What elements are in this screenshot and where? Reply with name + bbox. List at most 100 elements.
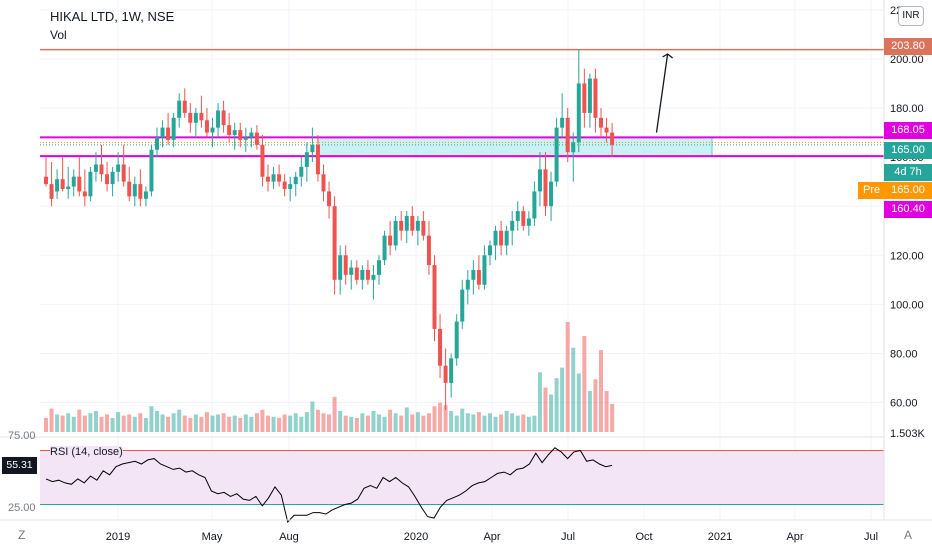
candle-body [432,265,437,329]
volume-bar [493,416,498,432]
volume-bar [221,413,226,432]
candle-body [327,191,332,207]
candle-body [360,270,365,280]
candle-body [193,112,198,123]
candle-body [204,120,209,133]
log-scale-button[interactable]: Z [18,528,26,542]
candle-body [288,184,293,189]
volume-bar [377,414,381,432]
volume-bar [438,402,443,432]
rsi-legend[interactable]: RSI (14, close) [50,446,123,458]
time-tick-label: Apr [483,531,500,543]
candle-body [99,164,104,175]
candle-body [155,137,159,150]
candle-body [515,211,520,221]
price-badge: 165.00 [884,182,932,199]
candle-body [504,230,509,246]
candle-body [510,220,515,231]
candle-body [166,127,171,140]
candle-body [521,211,526,226]
volume-bar [143,417,148,432]
candle-body [526,218,531,226]
volume-bar [454,415,459,432]
volume-bar [338,410,343,432]
volume-bar [182,415,187,432]
symbol-title[interactable]: HIKAL LTD, 1W, NSE [50,9,175,24]
candle-body [171,117,176,140]
candle-body [160,127,165,138]
candle-body [149,149,154,192]
volume-bar [537,372,542,432]
volume-bar [449,410,454,432]
candle-body [354,267,359,280]
candle-body [565,117,570,153]
volume-bar [426,413,431,432]
volume-bar [210,415,215,432]
candle-body [299,166,304,177]
volume-bar [388,409,393,432]
candle-body [177,100,182,118]
candle-body [315,144,320,175]
time-tick-label: Jul [561,531,575,543]
demand-zone [317,136,713,157]
candle-body [604,127,609,133]
candle-body [543,169,548,207]
volume-axis-label: 1.503K [890,428,926,440]
volume-bar [482,415,487,432]
volume-bar [599,350,603,432]
candle-body [488,245,492,256]
volume-bar [465,413,470,432]
volume-bar [421,415,426,432]
candle-body [321,174,326,192]
pre-market-badge: Pre [858,182,886,199]
volume-bar [71,416,76,432]
volume-bar [166,416,171,432]
candle-body [537,169,542,192]
volume-legend[interactable]: Vol [50,28,67,42]
volume-bar [382,416,387,432]
candle-body [560,117,565,128]
candle-body [121,164,126,182]
volume-bar [488,413,492,432]
volume-bar [82,415,87,432]
candle-body [293,176,298,185]
price-badge: 4d 7h [884,164,932,181]
candle-body [465,279,470,290]
volume-bar [515,415,520,432]
candle-body [210,127,215,133]
volume-bar [332,396,337,432]
volume-bar [354,417,359,432]
currency-button[interactable]: INR [898,6,924,26]
candle-body [243,137,248,140]
rsi-value-badge: 55.31 [2,457,37,474]
candle-body [310,144,315,153]
price-tick-label: 100.00 [890,299,924,311]
volume-bar [315,409,320,432]
candle-body [221,110,226,126]
candle-body [60,179,65,189]
time-tick-label: 2021 [708,531,732,543]
auto-scale-button[interactable]: A [904,528,913,542]
volume-bar [582,336,587,432]
candle-body [404,216,409,231]
volume-bar [266,415,270,432]
candle-body [532,191,537,219]
candle-body [260,144,265,177]
volume-bar [526,416,531,432]
candle-body [338,255,343,280]
candle-body [388,235,393,246]
candle-body [554,127,559,182]
candle-body [93,164,98,172]
candle-body [332,206,337,280]
volume-bar [549,394,554,432]
price-tick-label: 60.00 [890,398,918,410]
candle-body [582,83,587,113]
candle-body [138,184,143,199]
candle-body [266,176,270,182]
candle-body [438,328,443,366]
volume-bar [177,409,182,432]
candle-body [587,78,592,113]
volume-bar [49,408,54,432]
volume-bar [155,410,159,432]
